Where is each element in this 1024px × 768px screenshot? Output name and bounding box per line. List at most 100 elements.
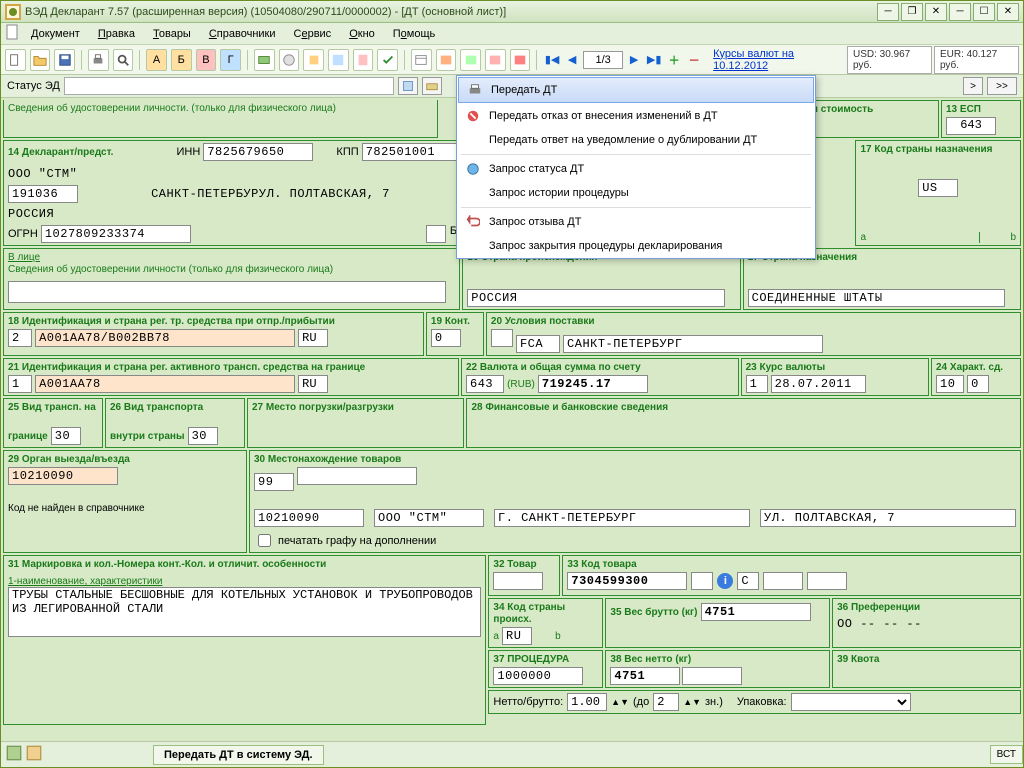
f20-city[interactable]: САНКТ-ПЕТЕРБУРГ — [563, 335, 823, 353]
f30-v[interactable]: 99 — [254, 473, 294, 491]
max-button[interactable]: ☐ — [973, 3, 995, 21]
f30-city[interactable]: Г. САНКТ-ПЕТЕРБУРГ — [494, 509, 750, 527]
inn-field[interactable]: 7825679650 — [203, 143, 313, 161]
popup-close-req[interactable]: Запрос закрытия процедуры декларирования — [457, 234, 815, 258]
page-first[interactable]: ▮◀ — [543, 50, 561, 70]
tool-l[interactable] — [436, 49, 457, 71]
status-btn1[interactable] — [398, 77, 418, 95]
nav-right[interactable]: > — [963, 77, 983, 95]
menu-goods[interactable]: Товары — [145, 26, 199, 42]
minimize-button[interactable]: ─ — [877, 3, 899, 21]
inface-label[interactable]: В лице — [8, 252, 40, 263]
do-v[interactable] — [653, 693, 679, 711]
f31-sub[interactable]: 1-наименование, характеристики — [8, 576, 481, 587]
pack-select[interactable] — [791, 693, 911, 711]
popup-send-dt[interactable]: Передать ДТ — [458, 77, 814, 103]
f23-v[interactable]: 1 — [746, 375, 768, 393]
tool-j[interactable] — [377, 49, 398, 71]
status-field[interactable] — [64, 77, 394, 95]
f20-code[interactable]: FCA — [516, 335, 560, 353]
popup-refuse[interactable]: Передать отказ от внесения изменений в Д… — [457, 104, 815, 128]
page-del[interactable]: － — [685, 50, 703, 70]
tool-open[interactable] — [30, 49, 51, 71]
f18-id[interactable]: А001АА78/В002ВВ78 — [35, 329, 295, 347]
page-prev[interactable]: ◀ — [563, 50, 581, 70]
f30-checkbox[interactable]: печатать графу на дополнении — [254, 531, 436, 550]
popup-history-req[interactable]: Запрос истории процедуры — [457, 181, 815, 205]
f21-id[interactable]: А001АА78 — [35, 375, 295, 393]
sb-icon2[interactable] — [25, 744, 43, 765]
f17-value[interactable]: US — [918, 179, 958, 197]
f24-a[interactable]: 10 — [936, 375, 964, 393]
f35-v[interactable]: 4751 — [701, 603, 811, 621]
f25-v[interactable]: 30 — [51, 427, 81, 445]
menu-edit[interactable]: Правка — [90, 26, 143, 42]
menu-service[interactable]: Сервис — [286, 26, 340, 42]
tool-n[interactable] — [485, 49, 506, 71]
f31-text[interactable] — [8, 587, 481, 637]
page-input[interactable] — [583, 51, 623, 69]
menu-document[interactable]: Документ — [23, 26, 88, 42]
broker-field[interactable] — [426, 225, 446, 243]
f17b-value[interactable]: СОЕДИНЕННЫЕ ШТАТЫ — [748, 289, 1006, 307]
f21-ru[interactable]: RU — [298, 375, 328, 393]
f33-v[interactable]: 7304599300 — [567, 572, 687, 590]
tool-o[interactable] — [510, 49, 531, 71]
page-last[interactable]: ▶▮ — [645, 50, 663, 70]
nav-right2[interactable]: >> — [987, 77, 1017, 95]
tool-m[interactable] — [460, 49, 481, 71]
menu-help[interactable]: Помощь — [385, 26, 444, 42]
f30-org[interactable]: ООО "СТМ" — [374, 509, 484, 527]
tool-c[interactable]: В — [196, 49, 217, 71]
page-next[interactable]: ▶ — [625, 50, 643, 70]
tool-h[interactable] — [328, 49, 349, 71]
tool-b[interactable]: Б — [171, 49, 192, 71]
f32-v[interactable] — [493, 572, 543, 590]
restore-button[interactable]: ❐ — [901, 3, 923, 21]
f19-value[interactable]: 0 — [431, 329, 461, 347]
popup-recall-req[interactable]: Запрос отзыва ДТ — [457, 210, 815, 234]
f34-v[interactable]: RU — [502, 627, 532, 645]
tool-new[interactable] — [5, 49, 26, 71]
close-inner-button[interactable]: ✕ — [925, 3, 947, 21]
f29-v[interactable]: 10210090 — [8, 467, 118, 485]
popup-duplicate-reply[interactable]: Передать ответ на уведомление о дублиров… — [457, 128, 815, 152]
tool-d[interactable]: Г — [220, 49, 241, 71]
rates-link[interactable]: Курсы валют на 10.12.2012 — [713, 48, 843, 72]
f30-code[interactable]: 10210090 — [254, 509, 364, 527]
tool-print[interactable] — [88, 49, 109, 71]
f22-code[interactable]: 643 — [466, 375, 504, 393]
nb-v[interactable] — [567, 693, 607, 711]
min2-button[interactable]: ─ — [949, 3, 971, 21]
f22-sum[interactable]: 719245.17 — [538, 375, 648, 393]
zip-field[interactable]: 191036 — [8, 185, 78, 203]
menu-refs[interactable]: Справочники — [201, 26, 284, 42]
f30-addr[interactable]: УЛ. ПОЛТАВСКАЯ, 7 — [760, 509, 1016, 527]
f30-empty[interactable] — [297, 467, 417, 485]
f21-n[interactable]: 1 — [8, 375, 32, 393]
tool-i[interactable] — [353, 49, 374, 71]
identity-field[interactable] — [8, 281, 446, 303]
tool-g[interactable] — [303, 49, 324, 71]
f18-ru[interactable]: RU — [298, 329, 328, 347]
f24-b[interactable]: 0 — [967, 375, 989, 393]
f23-d[interactable]: 28.07.2011 — [771, 375, 866, 393]
menu-window[interactable]: Окно — [341, 26, 383, 42]
status-btn2[interactable] — [422, 77, 442, 95]
f26-v[interactable]: 30 — [188, 427, 218, 445]
f18-n[interactable]: 2 — [8, 329, 32, 347]
info-icon[interactable]: i — [717, 573, 733, 589]
tool-preview[interactable] — [113, 49, 134, 71]
tool-save[interactable] — [54, 49, 75, 71]
tool-f[interactable] — [279, 49, 300, 71]
ogrn-field[interactable]: 1027809233374 — [41, 225, 191, 243]
close-button[interactable]: ✕ — [997, 3, 1019, 21]
f33-c[interactable]: С — [737, 572, 759, 590]
page-add[interactable]: ＋ — [665, 50, 683, 70]
tool-e[interactable] — [254, 49, 275, 71]
f38-v[interactable]: 4751 — [610, 667, 680, 685]
f37-v[interactable]: 1000000 — [493, 667, 583, 685]
f20-empty[interactable] — [491, 329, 513, 347]
tool-a[interactable]: A — [146, 49, 167, 71]
popup-status-req[interactable]: Запрос статуса ДТ — [457, 157, 815, 181]
